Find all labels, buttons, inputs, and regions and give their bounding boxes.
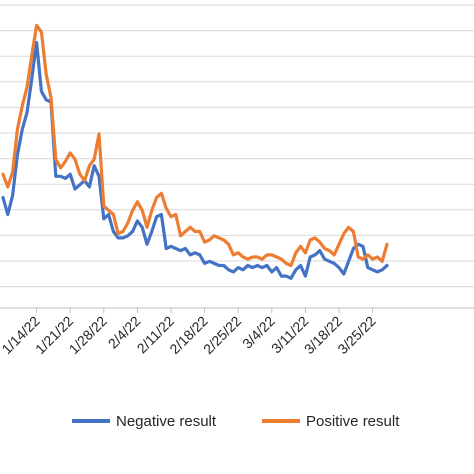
x-axis: 1/14/221/21/221/28/222/4/222/11/222/18/2… — [0, 307, 474, 357]
legend: Negative result Positive result — [72, 413, 400, 430]
x-tick-label: 3/25/22 — [334, 313, 378, 357]
series-lines — [1, 23, 389, 280]
legend-label: Positive result — [306, 413, 400, 430]
series-line-positive — [1, 23, 389, 268]
series-line-negative — [1, 40, 389, 280]
x-tick-label: 2/25/22 — [200, 313, 244, 357]
gridlines — [0, 4, 474, 288]
x-tick-label: 1/28/22 — [66, 313, 110, 357]
legend-label: Negative result — [116, 413, 217, 430]
